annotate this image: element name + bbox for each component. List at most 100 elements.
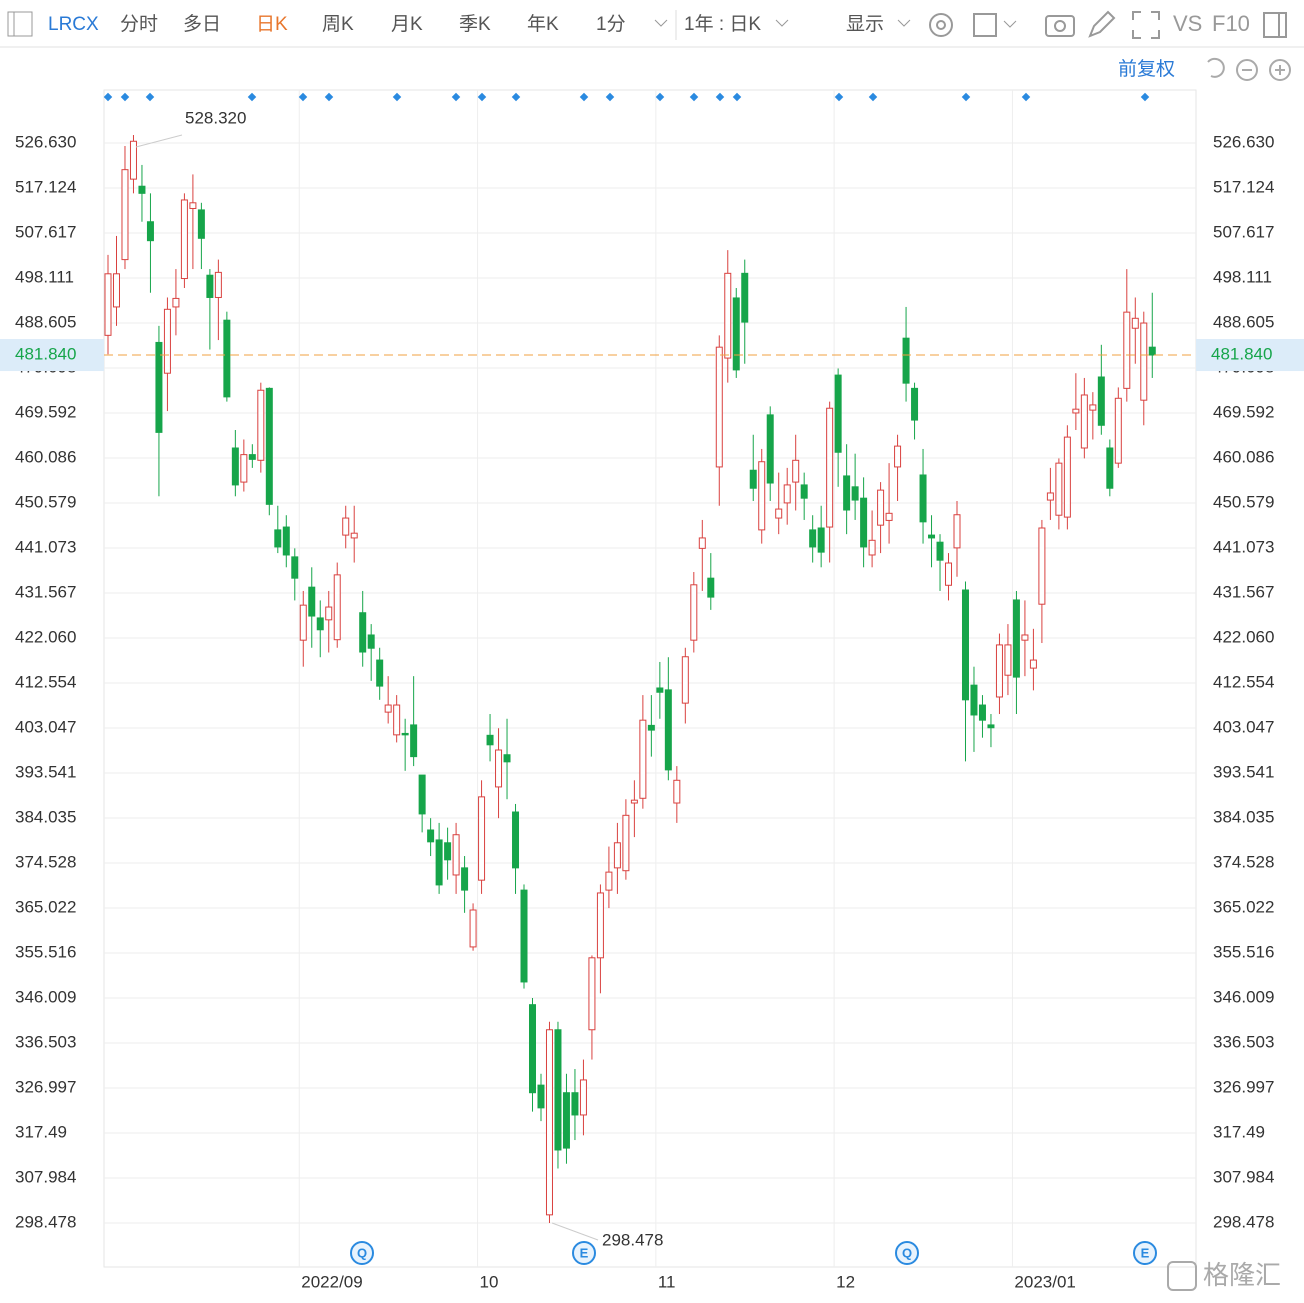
candle-body: [495, 749, 503, 788]
draw-box-icon[interactable]: [973, 13, 997, 37]
y-tick-label-right: 336.503: [1213, 1032, 1274, 1051]
dropdown-arrow: [654, 19, 668, 27]
zoom-in-icon[interactable]: [1269, 59, 1291, 81]
event-marker: [247, 92, 257, 102]
candle-body: [359, 612, 367, 653]
dropdown-arrow: [1003, 20, 1017, 28]
adjust-button[interactable]: 前复权: [1118, 58, 1175, 80]
x-tick-label: 10: [480, 1272, 499, 1291]
candle-body: [995, 644, 1003, 698]
candle-body: [792, 459, 800, 483]
fullscreen-icon[interactable]: [1132, 11, 1160, 39]
y-tick-label-right: 460.086: [1213, 447, 1274, 466]
camera-icon[interactable]: [1045, 15, 1075, 37]
tab[interactable]: 年K: [527, 13, 559, 35]
candle-body: [579, 1079, 587, 1116]
candle-body: [732, 297, 740, 371]
sidebar-icon[interactable]: [1263, 12, 1287, 38]
candle-body: [647, 724, 655, 731]
candle-body: [350, 532, 358, 539]
tab[interactable]: 周K: [322, 14, 354, 35]
candle-body: [486, 734, 494, 746]
candle-body: [248, 454, 256, 460]
candle-body: [622, 814, 630, 872]
y-tick-label: 498.111: [15, 267, 74, 286]
y-tick-label-right: 412.554: [1213, 672, 1274, 691]
event-marker: [324, 92, 334, 102]
icon-part: [936, 20, 946, 30]
candle-body: [970, 684, 978, 716]
candle-body: [478, 796, 486, 881]
y-tick-label-right: 317.49: [1213, 1122, 1265, 1141]
y-tick-label: 355.516: [15, 942, 76, 961]
candle-body: [766, 414, 774, 484]
zoom-out-icon[interactable]: [1236, 59, 1258, 81]
y-tick-label-right: 365.022: [1213, 897, 1274, 916]
candle-body: [715, 346, 723, 468]
candle-body: [605, 871, 613, 891]
y-tick-label: 365.022: [15, 897, 76, 916]
last-price-label-right: 481.840: [1211, 345, 1272, 364]
range[interactable]: 1年 : 日K: [684, 13, 761, 35]
candle-body: [393, 704, 401, 736]
candle-body: [1029, 659, 1037, 669]
display[interactable]: 显示: [846, 14, 884, 35]
watermark-logo: [1167, 1261, 1197, 1291]
tab-active[interactable]: 日K: [256, 14, 288, 35]
low-leader: [551, 1222, 599, 1241]
y-tick-label-right: 307.984: [1213, 1167, 1274, 1186]
y-tick-label-right: 393.541: [1213, 762, 1274, 781]
last-price-label: 481.840: [15, 345, 76, 364]
candle-body: [919, 474, 927, 523]
y-tick-label: 298.478: [15, 1212, 76, 1231]
candle-body: [529, 1004, 536, 1094]
candle-body: [1148, 346, 1156, 356]
event-marker: [145, 92, 155, 102]
y-tick-label-right: 488.605: [1213, 312, 1274, 331]
earnings-badge: [895, 1241, 919, 1265]
tab[interactable]: 季K: [459, 13, 491, 35]
candle-body: [163, 308, 171, 374]
y-tick-label: 450.579: [15, 492, 76, 511]
panel-toggle[interactable]: [7, 11, 33, 37]
reset-icon[interactable]: [1207, 57, 1225, 78]
candle-body: [274, 529, 282, 548]
candle-body: [503, 754, 511, 763]
settings-icon[interactable]: [929, 13, 953, 37]
event-marker: [451, 92, 461, 102]
y-tick-label: 469.592: [15, 402, 76, 421]
earnings-badge: [572, 1241, 596, 1265]
candle-body: [104, 273, 112, 336]
event-marker: [392, 92, 402, 102]
candle-body: [461, 867, 469, 891]
vs-button[interactable]: VS: [1173, 11, 1202, 36]
candle-body: [1055, 462, 1063, 516]
earnings-label: Q: [357, 1245, 367, 1260]
candle-body: [376, 659, 384, 687]
tab[interactable]: 月K: [391, 14, 423, 35]
candle-body: [1106, 447, 1114, 489]
symbol[interactable]: LRCX: [48, 14, 99, 35]
candle-body: [834, 374, 842, 453]
earnings-badge: [350, 1241, 374, 1265]
dropdown-arrow: [775, 19, 789, 27]
candle-body: [512, 811, 520, 869]
tab[interactable]: 分时: [120, 13, 158, 35]
candle-body: [231, 447, 239, 486]
f10-button[interactable]: F10: [1212, 11, 1250, 36]
candle-body: [817, 527, 825, 553]
candle-body: [809, 529, 817, 548]
candle-body: [342, 517, 350, 536]
y-tick-label-right: 403.047: [1213, 717, 1274, 736]
candle-body: [257, 389, 265, 461]
interval[interactable]: 1分: [596, 13, 626, 35]
tab[interactable]: 多日: [183, 13, 221, 35]
candle-body: [545, 1029, 553, 1216]
candle-body: [240, 454, 248, 483]
candle-body: [724, 272, 732, 359]
event-marker: [103, 92, 113, 102]
pen-icon[interactable]: [1088, 10, 1116, 38]
y-tick-label: 374.528: [15, 852, 76, 871]
candle-body: [316, 617, 324, 631]
candle-body: [146, 221, 154, 242]
